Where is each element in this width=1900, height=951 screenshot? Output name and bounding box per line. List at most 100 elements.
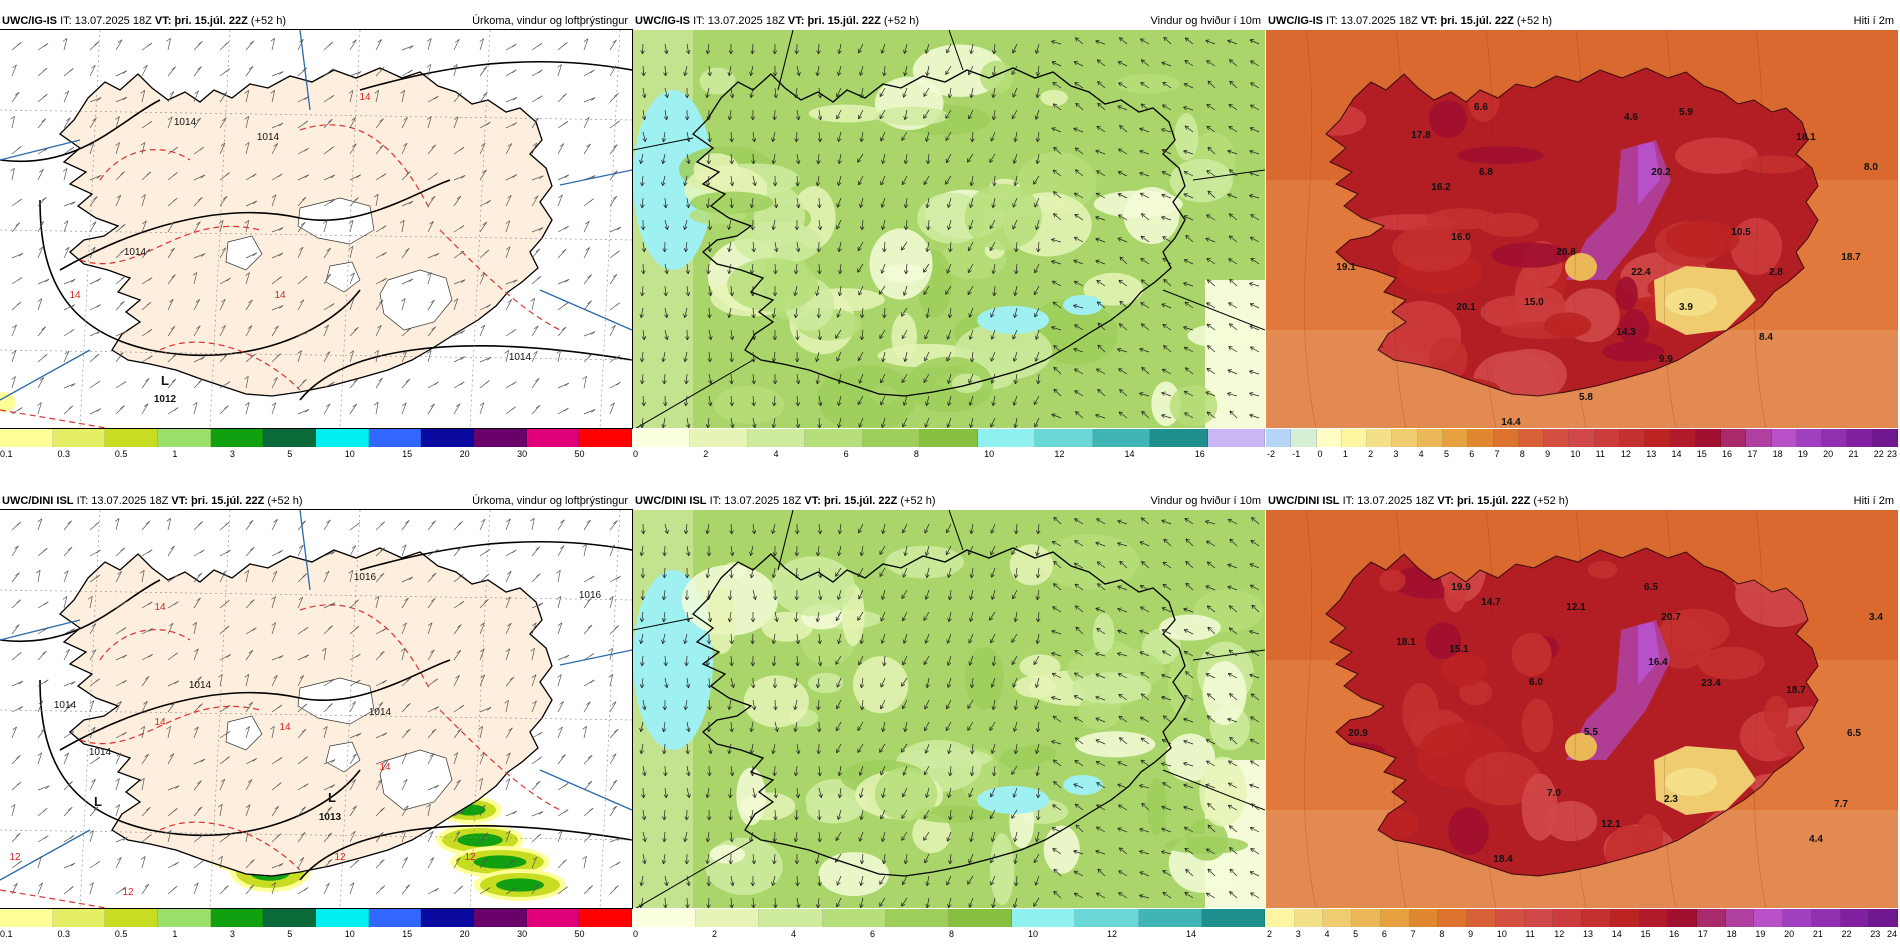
run-info: UWC/IG-IS IT: 13.07.2025 18Z VT: þri. 15… <box>635 13 919 29</box>
map-wind <box>633 30 1265 428</box>
colorbar-tick: 21 <box>1848 449 1858 459</box>
colorbar-tick: 0.1 <box>0 929 13 939</box>
colorbar-swatch <box>1494 429 1519 447</box>
map-wind2 <box>633 510 1265 908</box>
panel-title: Hiti í 2m <box>1854 13 1894 29</box>
colorbar-swatch <box>105 429 158 447</box>
colorbar-tick: 20 <box>460 929 470 939</box>
colorbar-swatch <box>1291 429 1316 447</box>
map-label: 6.8 <box>1479 167 1493 178</box>
colorbar-swatch <box>1697 909 1726 927</box>
colorbar-tick: 50 <box>575 929 585 939</box>
colorbar-tick: 8 <box>949 929 954 939</box>
colorbar-tick: 22 <box>1874 449 1884 459</box>
colorbar-swatch <box>1726 909 1755 927</box>
colorbar-swatch <box>1525 909 1554 927</box>
model-name: UWC/DINI ISL <box>635 495 707 507</box>
colorbar-swatch <box>1869 909 1898 927</box>
colorbar-tick: 23 <box>1887 449 1897 459</box>
map-label: 14 <box>274 290 286 301</box>
init-time-label: IT: <box>77 495 89 507</box>
colorbar-swatch <box>1519 429 1544 447</box>
map-label: 18.1 <box>1396 637 1416 648</box>
map-label: 14 <box>69 290 81 301</box>
colorbar-tick: 9 <box>1545 449 1550 459</box>
colorbar-tick: 2 <box>712 929 717 939</box>
colorbar-swatch <box>920 429 977 447</box>
colorbar-tick: 0.3 <box>57 449 70 459</box>
colorbar-tick: 23 <box>1870 929 1880 939</box>
colorbar-swatch <box>211 909 264 927</box>
colorbar-swatch <box>1822 429 1847 447</box>
colorbar-tick: 10 <box>1497 929 1507 939</box>
colorbar-swatch <box>1847 429 1872 447</box>
colorbar-tick: 17 <box>1698 929 1708 939</box>
map-label: 15.1 <box>1449 644 1469 655</box>
colorbar-swatch <box>1754 909 1783 927</box>
colorbar-tick: 18 <box>1773 449 1783 459</box>
map-label: 1012 <box>154 394 177 405</box>
colorbar-tick: 24 <box>1887 929 1897 939</box>
map-label: 1014 <box>174 117 197 128</box>
map-label: 12 <box>122 887 134 898</box>
colorbar-tick: 11 <box>1526 929 1535 939</box>
colorbar-swatch <box>886 909 949 927</box>
run-info: UWC/DINI ISL IT: 13.07.2025 18Z VT: þri.… <box>1268 493 1569 509</box>
map-label: 20.2 <box>1651 167 1671 178</box>
model-name: UWC/IG-IS <box>1268 15 1323 27</box>
colorbar-tick: 14 <box>1125 449 1135 459</box>
map-label: 1014 <box>89 747 112 758</box>
valid-time: þri. 15.júl. 22Z <box>174 15 247 27</box>
colorbar-swatch <box>1645 429 1670 447</box>
colorbar-swatch <box>316 429 369 447</box>
colorbar-swatch <box>1544 429 1569 447</box>
colorbar-tick: 14 <box>1671 449 1681 459</box>
colorbar-tick: 6 <box>1469 449 1474 459</box>
map-label: 12 <box>334 852 346 863</box>
colorbar-tick: 10 <box>984 449 994 459</box>
map-label: 4.6 <box>1624 112 1638 123</box>
colorbar-swatch <box>1438 909 1467 927</box>
colorbar-swatch <box>263 429 316 447</box>
colorbar-swatch <box>421 909 474 927</box>
colorbar-swatch <box>421 429 474 447</box>
valid-time: þri. 15.júl. 22Z <box>1440 15 1513 27</box>
colorbar-tick: 4 <box>1419 449 1424 459</box>
colorbar-swatch <box>0 429 53 447</box>
colorbar-tick: 2 <box>1267 929 1272 939</box>
colorbar-tick: 16 <box>1722 449 1732 459</box>
colorbar-tick: 12 <box>1554 929 1564 939</box>
lead-time: (+52 h) <box>251 15 286 27</box>
map-label: 6.5 <box>1847 728 1861 739</box>
colorbar-swatch <box>1611 909 1640 927</box>
model-name: UWC/IG-IS <box>2 15 57 27</box>
colorbar-tick: 3 <box>1393 449 1398 459</box>
panel-dini-wind: UWC/DINI ISL IT: 13.07.2025 18Z VT: þri.… <box>633 493 1265 951</box>
valid-time: þri. 15.júl. 22Z <box>1457 495 1530 507</box>
colorbar-swatch <box>1012 909 1075 927</box>
colorbar <box>0 429 632 447</box>
colorbar-tick: 2 <box>703 449 708 459</box>
panel-title: Úrkoma, vindur og loftþrýstingur <box>472 493 628 509</box>
colorbar-swatch <box>1746 429 1771 447</box>
init-time: 13.07.2025 18Z <box>1357 495 1434 507</box>
map-label: 16.0 <box>1451 232 1471 243</box>
init-time: 13.07.2025 18Z <box>75 15 152 27</box>
colorbar-tick: 5 <box>1444 449 1449 459</box>
map-canvas <box>633 510 1265 908</box>
colorbar-tick: 30 <box>517 449 527 459</box>
colorbar-tick: 0 <box>633 929 638 939</box>
run-info: UWC/IG-IS IT: 13.07.2025 18Z VT: þri. 15… <box>2 13 286 29</box>
colorbar-swatch <box>1352 909 1381 927</box>
map-label: 22.4 <box>1631 267 1651 278</box>
colorbar-swatch <box>1812 909 1841 927</box>
colorbar-swatch <box>949 909 1012 927</box>
colorbar-tick: 12 <box>1054 449 1064 459</box>
panel-header: UWC/DINI ISL IT: 13.07.2025 18Z VT: þri.… <box>2 493 628 509</box>
map-label: 12.1 <box>1566 602 1586 613</box>
map-label: 7.0 <box>1547 788 1561 799</box>
